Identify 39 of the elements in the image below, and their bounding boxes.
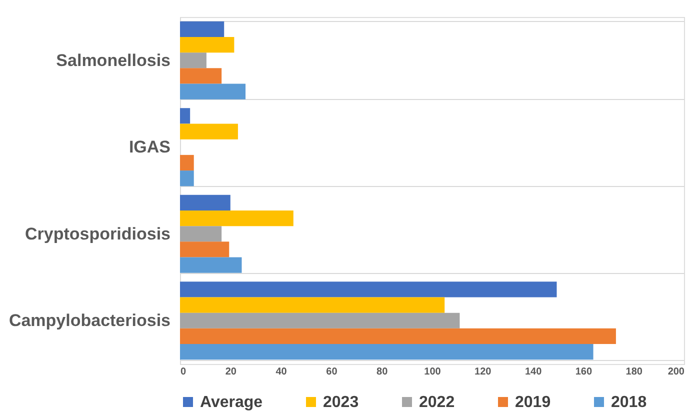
y-tick-label: Salmonellosis <box>56 50 170 70</box>
bar <box>180 226 222 242</box>
bar <box>180 297 445 313</box>
bar <box>180 108 190 124</box>
y-tick-label: IGAS <box>128 138 170 157</box>
x-tick-label: 80 <box>376 366 388 378</box>
bar <box>180 21 224 37</box>
x-tick-label: 140 <box>524 366 542 378</box>
x-tick-label: 20 <box>225 366 237 378</box>
bar <box>180 194 230 210</box>
bar <box>180 36 234 53</box>
bar <box>180 170 194 186</box>
legend-label: 2023 <box>323 394 359 411</box>
bar <box>180 344 594 360</box>
x-tick-label: 120 <box>474 366 492 378</box>
bar <box>180 282 557 298</box>
bar <box>180 68 222 84</box>
legend-label: 2018 <box>611 394 647 411</box>
legend-label: Average <box>200 394 263 411</box>
bar <box>180 84 246 100</box>
x-tick-label: 160 <box>575 366 592 378</box>
bar <box>180 312 460 328</box>
bar <box>180 124 238 140</box>
x-tick-label: 100 <box>424 366 442 378</box>
bar <box>180 242 230 258</box>
legend-label: 2019 <box>515 394 551 411</box>
x-tick-label: 40 <box>276 366 288 378</box>
bar <box>180 52 206 68</box>
y-tick-label: Campylobacteriosis <box>8 311 170 330</box>
bar <box>180 257 242 273</box>
legend-label: 2022 <box>419 394 455 411</box>
bar <box>180 328 616 344</box>
x-tick-label: 0 <box>180 366 186 378</box>
x-tick-label: 60 <box>326 366 338 378</box>
bar <box>180 210 294 226</box>
x-tick-label: 180 <box>626 366 643 378</box>
y-tick-label: Cryptosporidiosis <box>25 224 170 244</box>
bar <box>180 154 194 171</box>
x-tick-label: 200 <box>668 366 685 378</box>
